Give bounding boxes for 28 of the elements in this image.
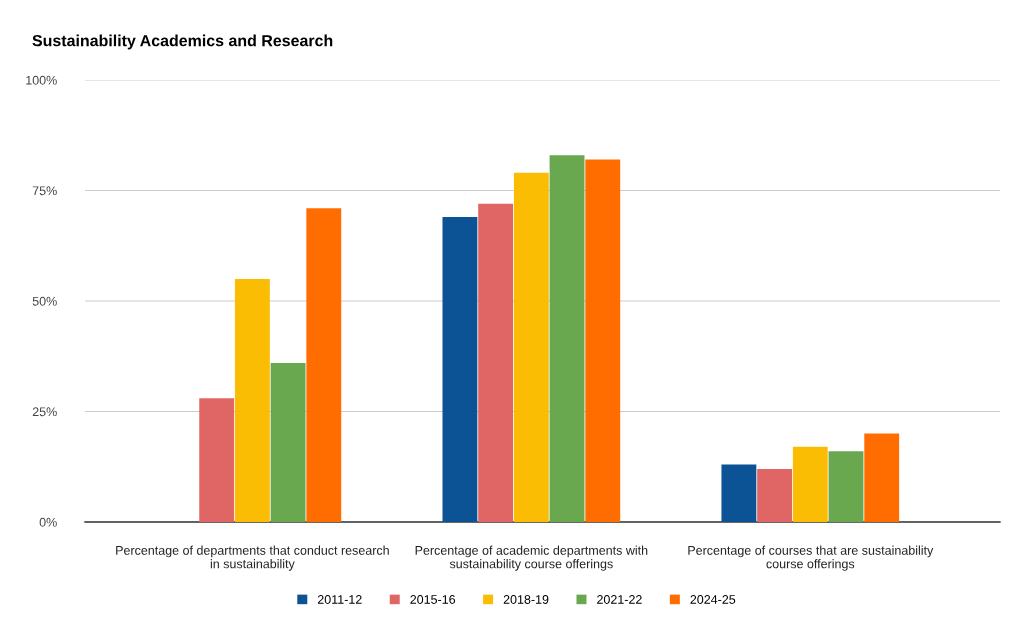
y-tick-label: 25% — [32, 407, 57, 417]
bar — [864, 433, 900, 522]
legend-label: 2021-22 — [597, 595, 642, 604]
bar — [585, 159, 621, 522]
bar — [442, 217, 478, 522]
y-tick-label: 50% — [32, 296, 57, 306]
bar — [828, 451, 864, 522]
bar — [199, 398, 235, 522]
x-tick-label: Percentage of academic departments with sustainability course offerings — [415, 545, 648, 571]
legend-label: 2015-16 — [410, 595, 456, 604]
bar — [478, 203, 514, 522]
x-tick-label: Percentage of courses that are sustainability course offerings — [688, 545, 934, 571]
bar — [234, 278, 270, 522]
y-tick-label: 75% — [32, 186, 57, 196]
y-tick-label: 0% — [39, 517, 57, 527]
bar — [757, 468, 793, 522]
x-tick-label: Percentage of departments that conduct research in sustainability — [116, 545, 389, 571]
legend-label: 2011-12 — [317, 595, 362, 604]
bar — [792, 446, 828, 522]
bar — [270, 362, 306, 522]
bar — [549, 155, 585, 522]
y-tick-label: 100% — [26, 75, 57, 85]
legend-label: 2024-25 — [690, 595, 736, 604]
bar — [721, 464, 757, 522]
chart-title: Sustainability Academics and Research — [32, 34, 333, 50]
bar — [306, 208, 342, 522]
legend-label: 2018-19 — [503, 595, 549, 604]
bar — [513, 172, 549, 522]
